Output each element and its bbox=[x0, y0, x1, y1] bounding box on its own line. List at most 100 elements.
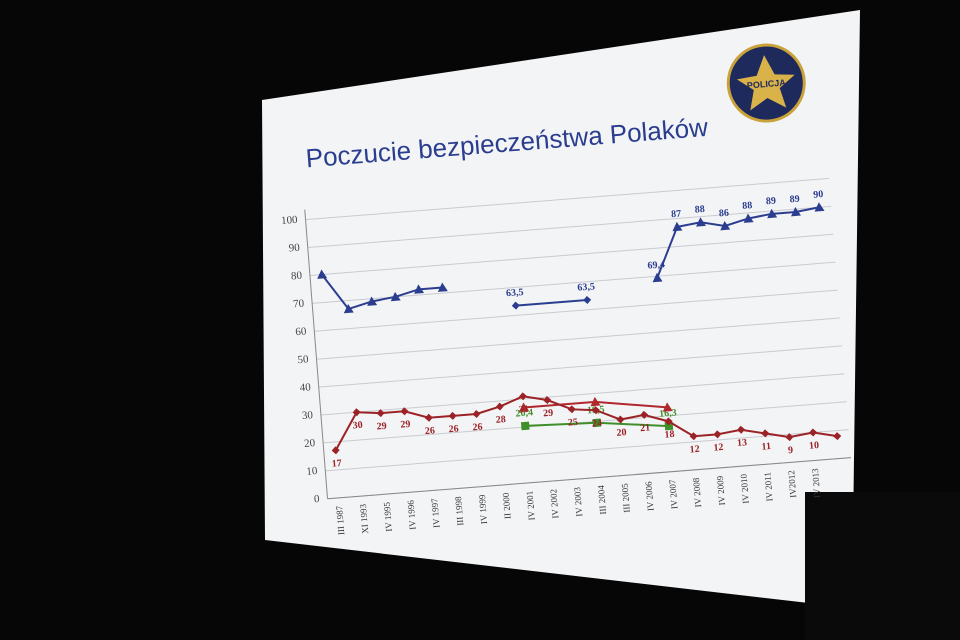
marker bbox=[543, 396, 552, 405]
data-label: 24 bbox=[591, 418, 602, 430]
marker bbox=[567, 405, 576, 414]
series-line bbox=[656, 206, 820, 279]
x-tick-label: III 1987 bbox=[334, 505, 346, 535]
marker bbox=[414, 284, 425, 294]
x-tick-label: IV 2011 bbox=[762, 472, 774, 502]
marker bbox=[785, 433, 794, 442]
x-tick-label: IV2012 bbox=[786, 470, 798, 498]
data-label: 28 bbox=[495, 414, 506, 426]
grid-line bbox=[318, 345, 843, 388]
marker bbox=[352, 408, 361, 417]
data-label: 13 bbox=[737, 437, 748, 449]
marker bbox=[814, 202, 825, 212]
x-tick-label: IV 2009 bbox=[715, 475, 727, 506]
marker bbox=[689, 432, 698, 441]
x-tick-label: IV 2008 bbox=[691, 477, 703, 508]
marker bbox=[664, 417, 673, 426]
logo: POLICJA bbox=[726, 43, 806, 123]
marker bbox=[833, 432, 842, 441]
y-tick-label: 100 bbox=[281, 214, 299, 227]
y-tick-label: 30 bbox=[301, 409, 313, 422]
data-label: 26 bbox=[472, 422, 483, 434]
marker bbox=[591, 406, 600, 415]
data-label: 17 bbox=[331, 458, 342, 470]
data-label: 12 bbox=[689, 444, 700, 456]
data-label: 21 bbox=[640, 422, 651, 434]
marker bbox=[472, 410, 481, 419]
marker bbox=[317, 269, 328, 279]
marker bbox=[390, 291, 401, 302]
marker bbox=[590, 396, 601, 407]
data-label: 12 bbox=[713, 442, 724, 454]
data-label: 29 bbox=[376, 421, 387, 433]
y-tick-label: 0 bbox=[314, 493, 321, 505]
marker bbox=[616, 415, 625, 424]
data-label: 89 bbox=[789, 194, 800, 206]
marker bbox=[343, 303, 354, 314]
grid-line bbox=[316, 317, 840, 360]
marker bbox=[518, 392, 527, 401]
data-label: 18 bbox=[664, 429, 675, 441]
marker bbox=[519, 402, 530, 412]
grid-line bbox=[309, 233, 834, 276]
marker bbox=[696, 217, 707, 227]
series-line bbox=[515, 298, 588, 307]
y-tick-label: 70 bbox=[293, 298, 305, 311]
data-label: 87 bbox=[671, 209, 682, 221]
data-label: 29 bbox=[400, 419, 411, 431]
x-tick-label: IV 1997 bbox=[429, 498, 441, 529]
x-tick-label: IV 2013 bbox=[810, 468, 822, 499]
marker bbox=[662, 402, 673, 412]
x-tick-label: III 1998 bbox=[453, 496, 465, 526]
data-label: 20 bbox=[616, 427, 627, 439]
marker bbox=[652, 272, 663, 283]
marker bbox=[737, 425, 745, 434]
data-label: 88 bbox=[742, 200, 753, 212]
marker bbox=[424, 413, 433, 422]
marker bbox=[331, 446, 340, 455]
data-label: 26 bbox=[425, 425, 436, 437]
lectern bbox=[805, 492, 960, 640]
data-label: 25 bbox=[567, 417, 578, 429]
data-label: 63,5 bbox=[506, 287, 524, 299]
data-label: 9 bbox=[788, 445, 794, 456]
data-label: 88 bbox=[694, 204, 705, 216]
marker bbox=[672, 221, 683, 232]
data-label: 86 bbox=[719, 208, 730, 220]
logo-star bbox=[736, 55, 795, 111]
logo-text: POLICJA bbox=[746, 77, 786, 90]
x-tick-label: IV 2010 bbox=[739, 473, 751, 504]
x-axis bbox=[327, 457, 851, 500]
y-tick-label: 80 bbox=[291, 270, 303, 283]
marker bbox=[790, 206, 801, 217]
y-axis bbox=[304, 209, 329, 499]
marker bbox=[720, 220, 731, 231]
x-tick-label: IV 2002 bbox=[548, 489, 560, 519]
y-tick-label: 60 bbox=[295, 325, 307, 338]
y-tick-label: 10 bbox=[306, 465, 318, 478]
marker bbox=[367, 296, 378, 306]
marker bbox=[640, 410, 649, 419]
x-tick-label: IV 1996 bbox=[405, 499, 417, 530]
y-tick-label: 20 bbox=[304, 437, 316, 450]
x-tick-label: IV 2003 bbox=[572, 486, 584, 517]
y-tick-label: 50 bbox=[297, 353, 309, 366]
data-label: 89 bbox=[765, 195, 776, 207]
grid-line bbox=[314, 289, 838, 332]
grid-line bbox=[305, 177, 829, 221]
data-label: 69,4 bbox=[647, 259, 665, 271]
grid-line bbox=[325, 429, 849, 472]
marker bbox=[376, 409, 385, 418]
series-line bbox=[334, 395, 838, 451]
x-tick-label: IV 1999 bbox=[477, 494, 489, 525]
data-label: 20,4 bbox=[515, 407, 533, 419]
data-label: 31 bbox=[519, 404, 530, 416]
x-tick-label: IV 2001 bbox=[524, 491, 536, 521]
marker bbox=[592, 418, 602, 428]
marker bbox=[511, 301, 520, 310]
marker bbox=[400, 407, 409, 416]
y-tick-label: 90 bbox=[288, 242, 300, 255]
marker bbox=[520, 421, 530, 431]
